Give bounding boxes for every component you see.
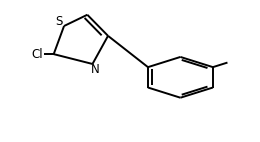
Text: Cl: Cl (31, 48, 43, 61)
Text: S: S (55, 15, 63, 28)
Text: N: N (91, 63, 100, 76)
